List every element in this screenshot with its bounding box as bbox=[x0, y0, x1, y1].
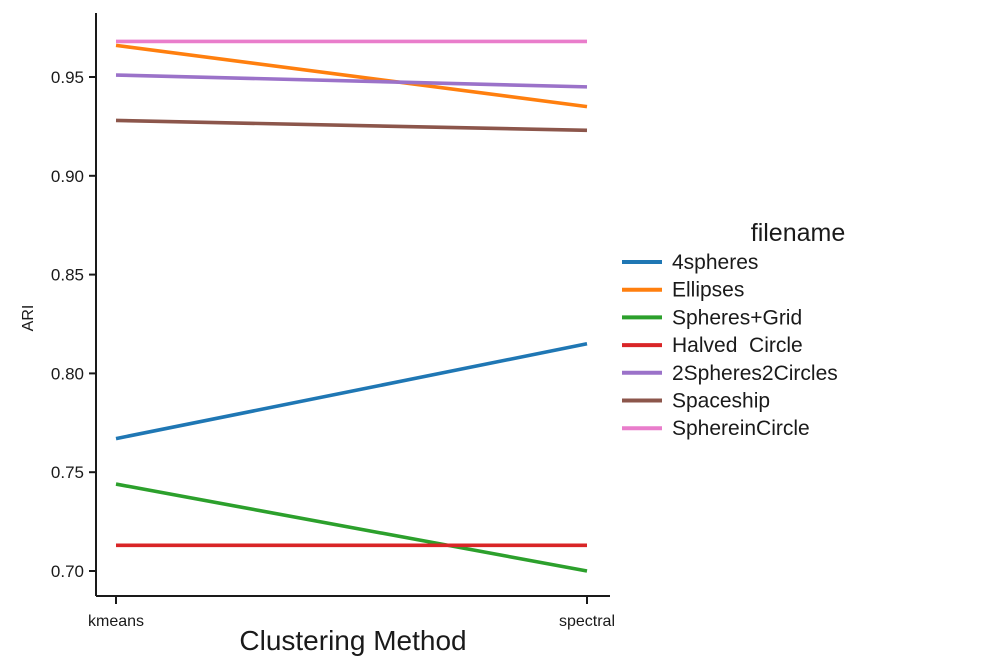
y-axis-tick-label: 0.80 bbox=[51, 364, 84, 383]
x-axis-tick-label: kmeans bbox=[88, 613, 144, 630]
y-axis-ticks: 0.95 0.90 0.85 0.80 0.75 0.70 bbox=[51, 68, 96, 581]
legend-label-spheres-grid: Spheres+Grid bbox=[672, 306, 802, 329]
y-axis-tick-label: 0.90 bbox=[51, 167, 84, 186]
legend: 4spheres Ellipses Spheres+Grid Halved Circl… bbox=[622, 251, 838, 440]
y-axis-title: ARI bbox=[20, 305, 37, 332]
legend-label-spaceship: Spaceship bbox=[672, 390, 770, 413]
x-axis-title: Clustering Method bbox=[239, 625, 466, 656]
y-axis-tick-label: 0.85 bbox=[51, 266, 84, 285]
y-axis-tick-label: 0.75 bbox=[51, 463, 84, 482]
series-line-spaceship bbox=[115, 118, 588, 133]
x-axis-ticks: kmeans spectral bbox=[88, 596, 615, 630]
legend-label-2spheres2circles: 2Spheres2Circles bbox=[672, 362, 838, 385]
legend-label-4spheres: 4spheres bbox=[672, 251, 758, 274]
legend-label-halved-circle: Halved Circle bbox=[672, 334, 803, 357]
series-line-ellipses bbox=[115, 43, 588, 109]
legend-label-sphereincircle: SphereinCircle bbox=[672, 417, 810, 440]
series-lines bbox=[115, 39, 588, 573]
series-line-2spheres2circles bbox=[115, 73, 588, 89]
legend-label-ellipses: Ellipses bbox=[672, 279, 744, 302]
series-line-spheres-grid bbox=[115, 482, 588, 573]
series-line-4spheres bbox=[115, 341, 588, 441]
legend-title: filename bbox=[751, 219, 846, 247]
y-axis-tick-label: 0.70 bbox=[51, 562, 84, 581]
y-axis-tick-label: 0.95 bbox=[51, 68, 84, 87]
x-axis-tick-label: spectral bbox=[559, 613, 615, 630]
